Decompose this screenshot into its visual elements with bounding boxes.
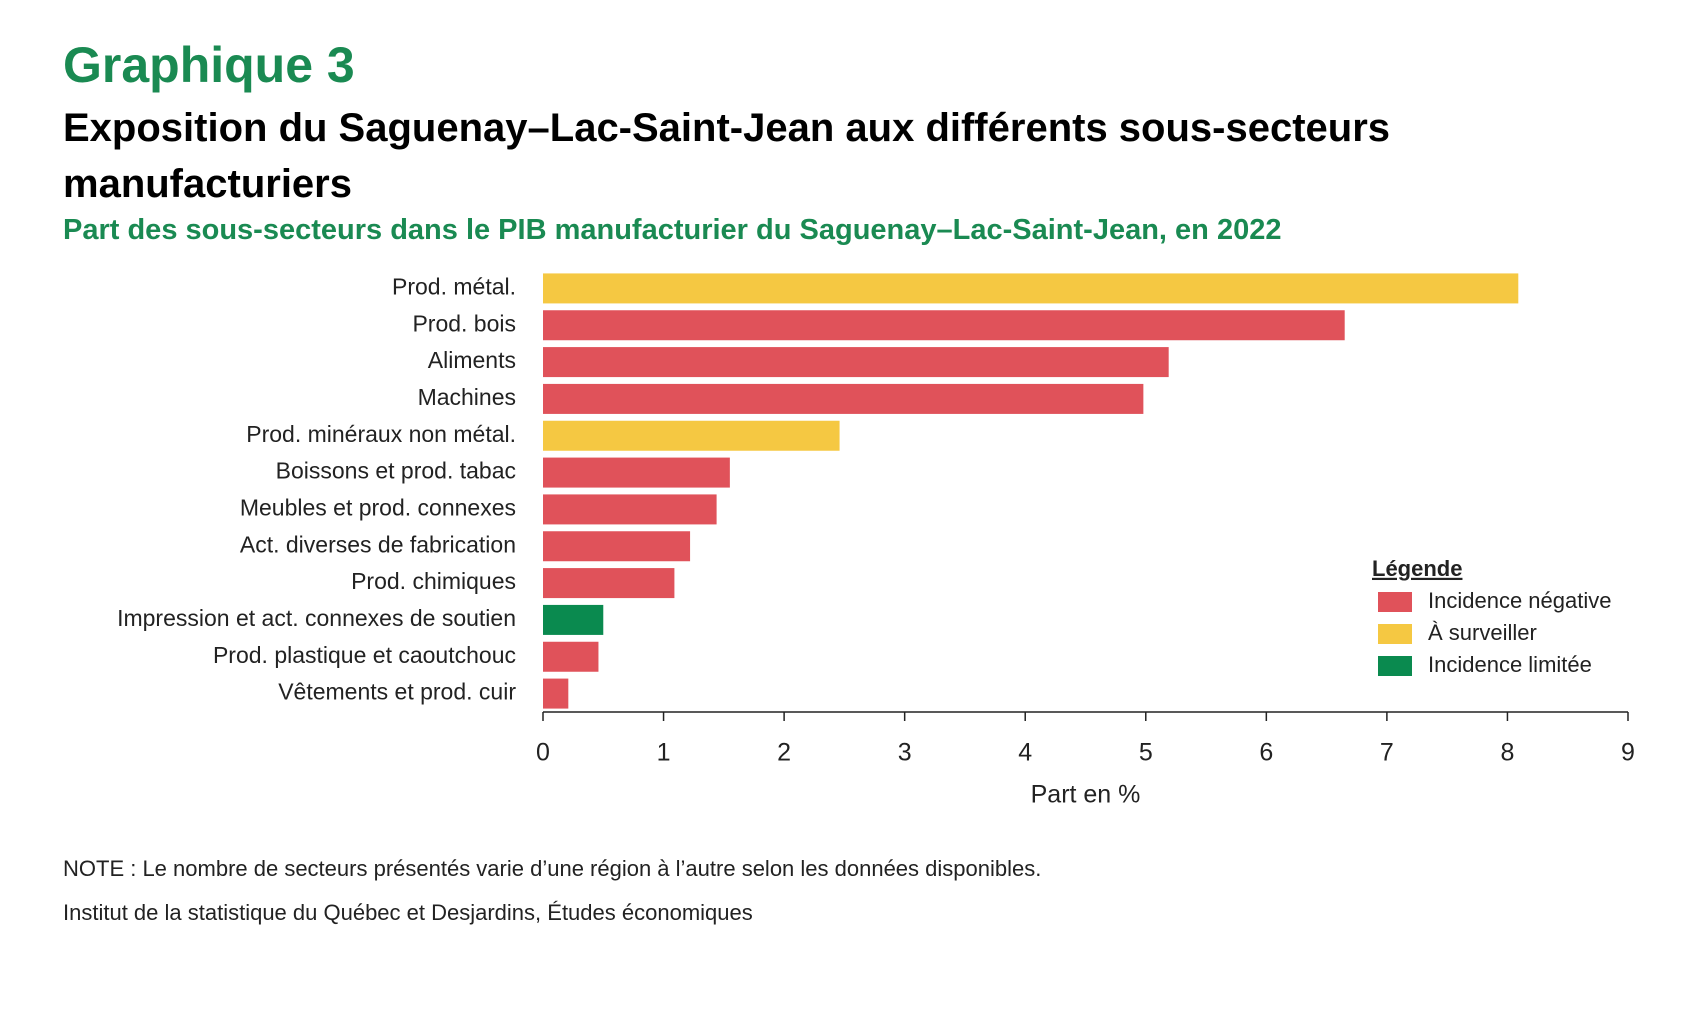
x-tick-label: 4 <box>1018 739 1032 767</box>
y-tick-label: Prod. bois <box>412 310 516 336</box>
legend-label: Incidence négative <box>1428 588 1611 613</box>
x-tick-label: 3 <box>898 739 912 767</box>
note: NOTE : Le nombre de secteurs présentés v… <box>63 856 1042 881</box>
legend-swatch <box>1378 624 1412 644</box>
bar <box>543 641 599 672</box>
y-tick-label: Aliments <box>428 347 516 373</box>
legend-title: Légende <box>1372 556 1462 581</box>
y-tick-label: Impression et act. connexes de soutien <box>117 605 516 631</box>
y-tick-label: Act. diverses de fabrication <box>240 531 516 557</box>
chart-subtitle: Part des sous-secteurs dans le PIB manuf… <box>63 214 1282 246</box>
y-tick-label: Prod. plastique et caoutchouc <box>213 642 516 668</box>
source: Institut de la statistique du Québec et … <box>63 900 753 925</box>
y-tick-label: Vêtements et prod. cuir <box>278 679 516 705</box>
x-tick-label: 8 <box>1500 739 1514 767</box>
legend-label: Incidence limitée <box>1428 652 1592 677</box>
x-axis-title: Part en % <box>1031 781 1141 809</box>
bar <box>543 531 691 562</box>
bar <box>543 383 1144 414</box>
x-tick-label: 6 <box>1259 739 1273 767</box>
bar <box>543 568 675 599</box>
x-tick-label: 0 <box>536 739 550 767</box>
y-tick-label: Meubles et prod. connexes <box>240 494 516 520</box>
x-tick-label: 7 <box>1380 739 1394 767</box>
chart-title: Exposition du Saguenay–Lac-Saint-Jean au… <box>63 106 1391 206</box>
y-tick-label: Prod. chimiques <box>351 568 516 594</box>
legend-swatch <box>1378 656 1412 676</box>
x-tick-label: 9 <box>1621 739 1635 767</box>
chart: 0 1 2 3 4 5 6 7 8 9 Part en % Prod. métal. Prod. boi… <box>117 273 1635 809</box>
bar <box>543 457 730 488</box>
legend-swatch <box>1378 592 1412 612</box>
bar <box>543 678 569 709</box>
bar <box>543 273 1519 304</box>
chart-label: Graphique 3 <box>63 37 355 93</box>
x-tick-label: 1 <box>657 739 671 767</box>
y-tick-label: Machines <box>418 384 516 410</box>
legend-label: À surveiller <box>1428 620 1537 645</box>
y-tick-label: Prod. minéraux non métal. <box>246 421 516 447</box>
bar <box>543 420 840 451</box>
x-tick-label: 5 <box>1139 739 1153 767</box>
bar <box>543 347 1169 378</box>
bar <box>543 604 604 635</box>
y-tick-label: Prod. métal. <box>392 273 516 299</box>
x-tick-label: 2 <box>777 739 791 767</box>
y-tick-label: Boissons et prod. tabac <box>276 458 516 484</box>
bar <box>543 494 717 525</box>
bar <box>543 310 1345 341</box>
